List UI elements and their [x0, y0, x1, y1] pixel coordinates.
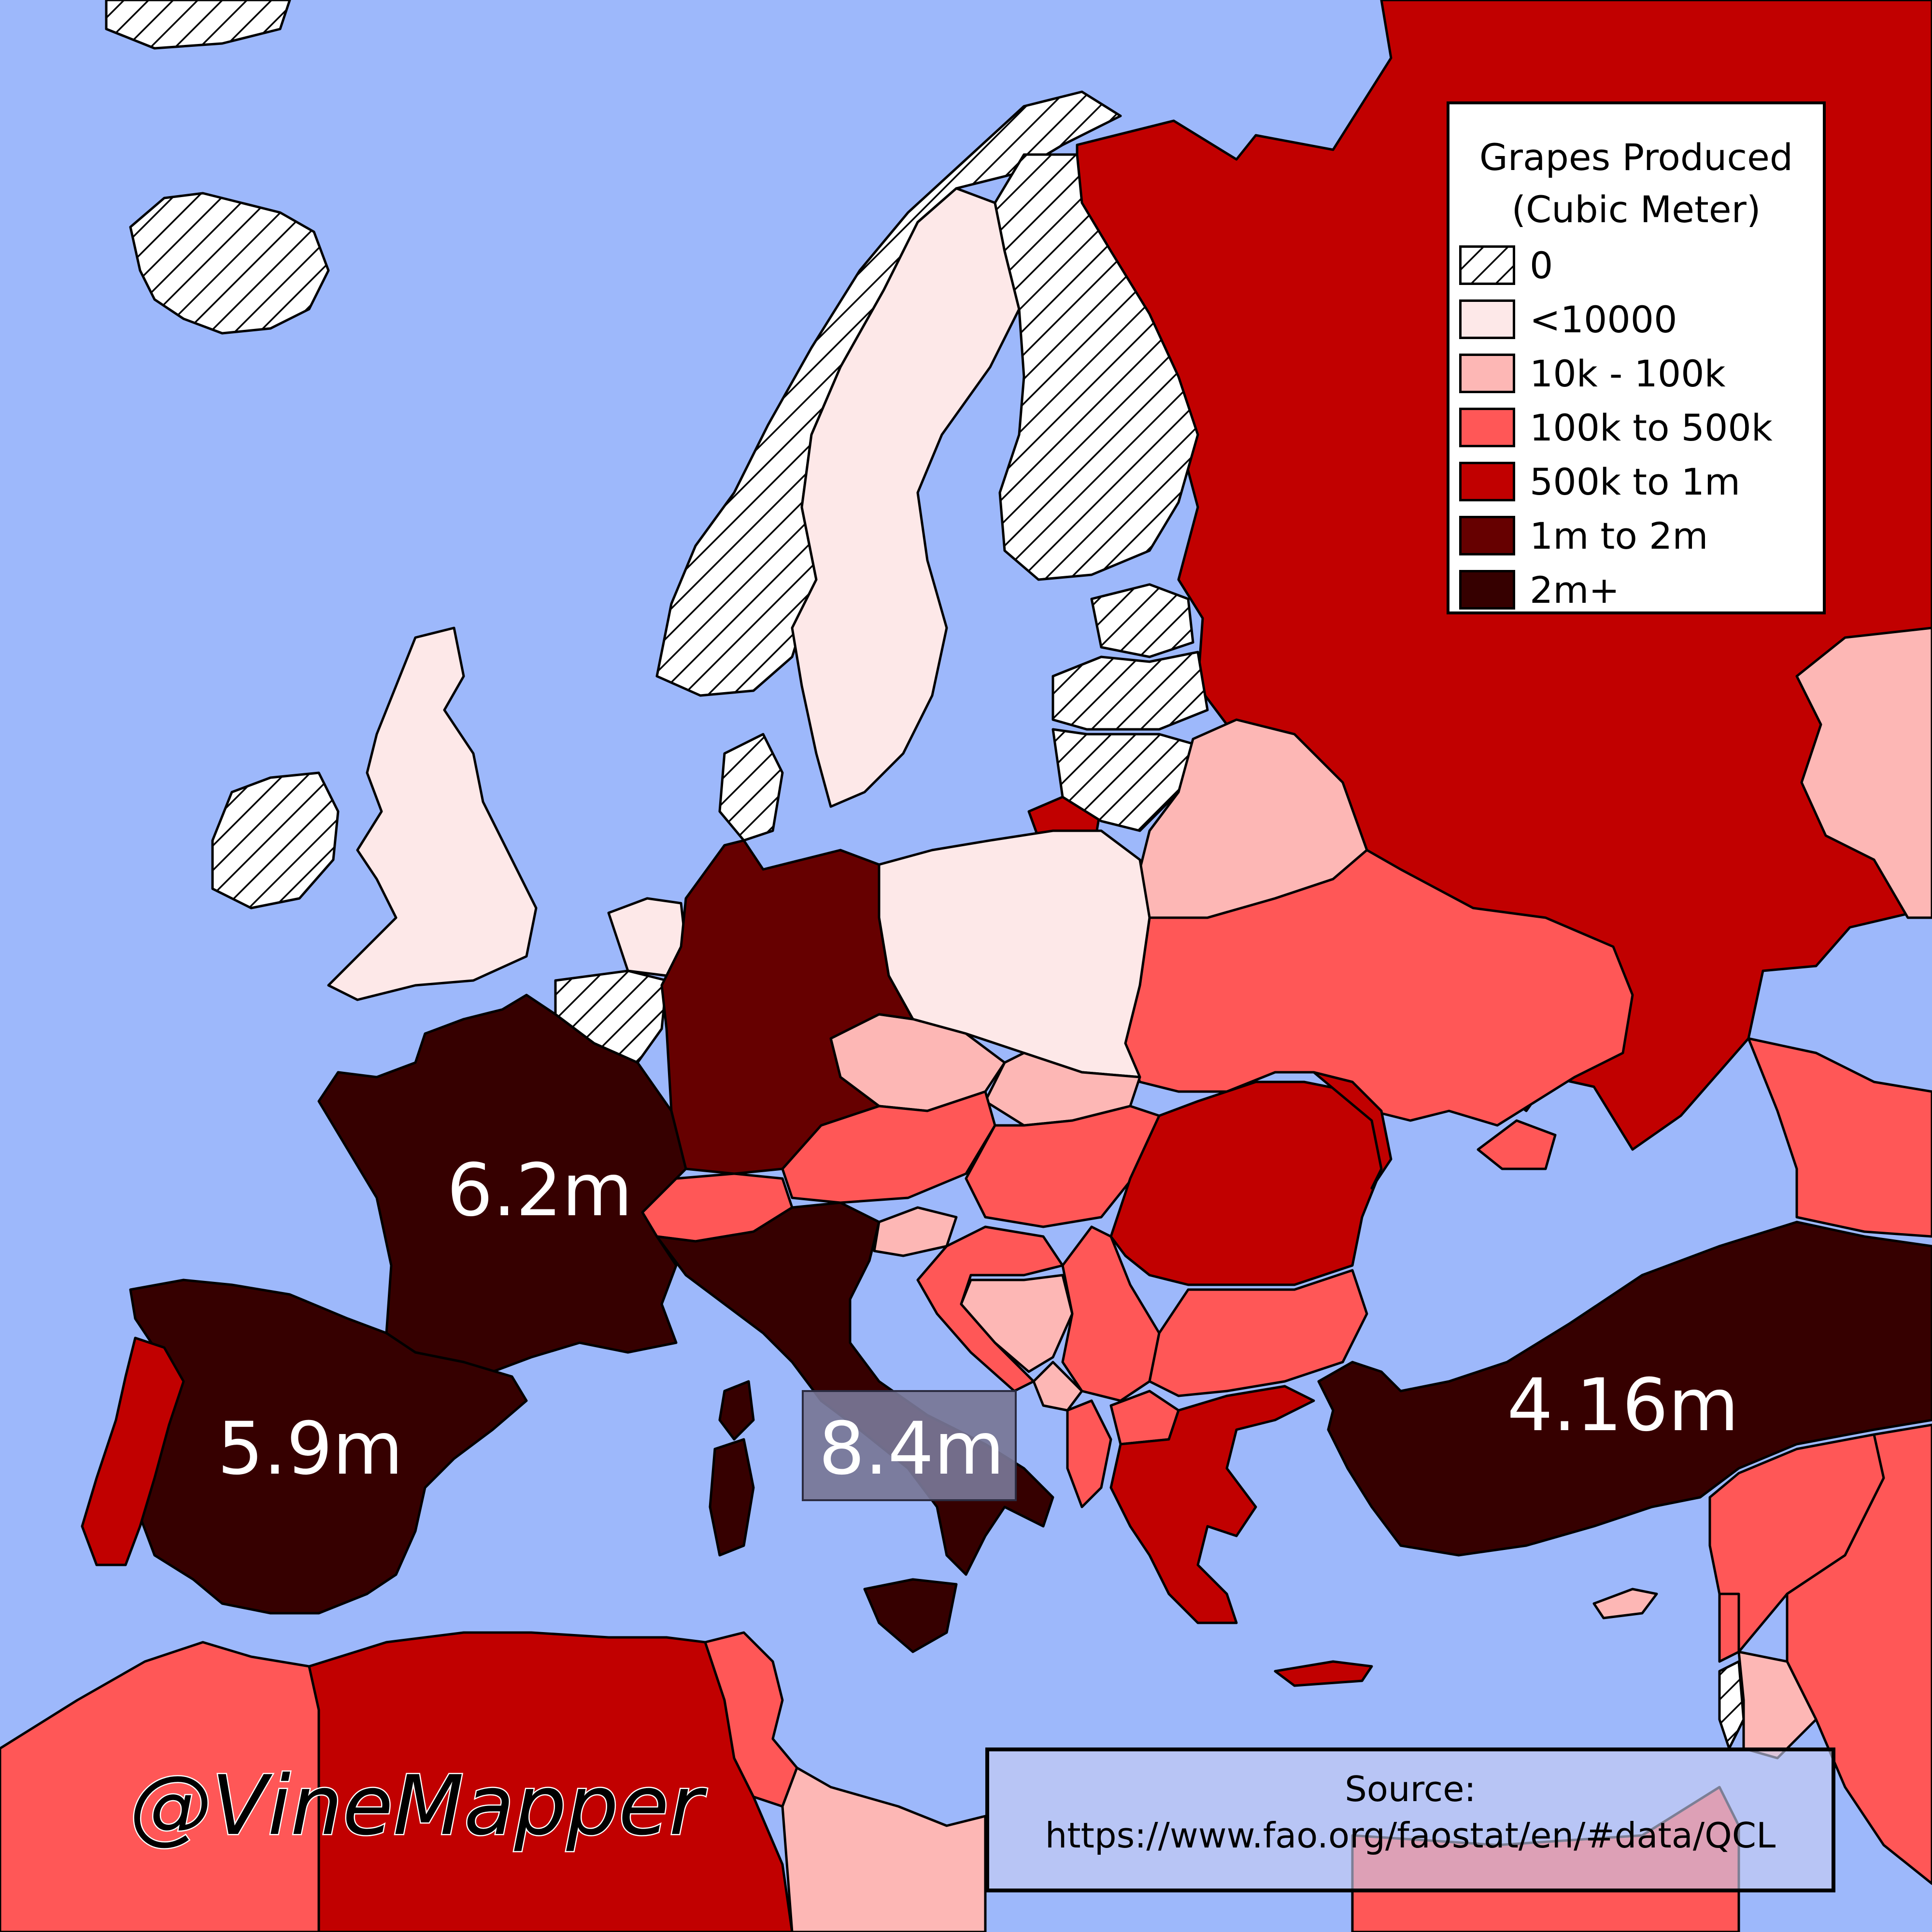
country-denmark[interactable]	[718, 733, 784, 842]
legend-item-3: 100k to 500k	[1459, 401, 1773, 454]
legend-item-1: <10000	[1459, 293, 1677, 346]
legend-label: 2m+	[1530, 568, 1620, 611]
legend: Grapes Produced (Cubic Meter) 0 <10000 1…	[1447, 101, 1826, 614]
source-url[interactable]: https://www.fao.org/faostat/en/#data/QCL	[1045, 1815, 1776, 1856]
country-albania[interactable]	[1066, 1399, 1112, 1508]
country-moldova[interactable]	[1312, 1071, 1392, 1190]
country-lebanon[interactable]	[1718, 1592, 1740, 1663]
legend-label: 10k - 100k	[1530, 352, 1726, 395]
italy-label-box	[802, 1390, 1017, 1501]
legend-swatch	[1459, 516, 1515, 555]
label-turkey: 4.16m	[1507, 1364, 1739, 1448]
legend-title: Grapes Produced (Cubic Meter)	[1449, 131, 1823, 236]
legend-item-0: 0	[1459, 239, 1553, 292]
country-montenegro[interactable]	[1032, 1361, 1083, 1412]
country-georgia-armenia[interactable]	[1747, 1037, 1932, 1238]
legend-swatch	[1459, 462, 1515, 501]
country-iceland[interactable]	[129, 192, 330, 335]
country-ukraine[interactable]	[1124, 849, 1634, 1127]
country-kazakhstan	[1795, 626, 1932, 919]
legend-title-line2: (Cubic Meter)	[1511, 188, 1761, 231]
country-uk[interactable]	[327, 626, 538, 1001]
legend-swatch	[1459, 570, 1515, 610]
watermark: @VineMapper	[128, 1757, 704, 1855]
greenland-edge	[105, 0, 291, 50]
legend-label: 100k to 500k	[1530, 406, 1773, 449]
legend-swatch	[1459, 354, 1515, 393]
legend-item-2: 10k - 100k	[1459, 347, 1726, 400]
country-bulgaria[interactable]	[1148, 1269, 1368, 1397]
legend-label: <10000	[1530, 298, 1677, 341]
label-france: 6.2m	[447, 1149, 633, 1233]
country-france[interactable]	[317, 994, 687, 1373]
sardinia	[709, 1438, 755, 1557]
legend-item-6: 2m+	[1459, 563, 1619, 616]
legend-title-line1: Grapes Produced	[1479, 136, 1793, 179]
country-turkey[interactable]	[1317, 1221, 1932, 1557]
country-ireland[interactable]	[211, 771, 340, 909]
source-heading: Source:	[1345, 1769, 1476, 1809]
corsica	[718, 1380, 755, 1441]
crimea	[1477, 1119, 1557, 1170]
country-israel[interactable]	[1718, 1660, 1745, 1750]
legend-label: 0	[1530, 243, 1553, 287]
country-estonia[interactable]	[1090, 583, 1194, 658]
country-greece[interactable]	[1109, 1385, 1315, 1624]
sicily	[863, 1578, 958, 1653]
source-box: Source: https://www.fao.org/faostat/en/#…	[985, 1747, 1835, 1892]
legend-item-4: 500k to 1m	[1459, 455, 1740, 508]
country-libya[interactable]	[781, 1766, 987, 1932]
country-portugal[interactable]	[81, 1336, 185, 1566]
label-italy: 8.4m	[819, 1407, 1005, 1491]
legend-swatch-hatch	[1459, 245, 1515, 285]
country-finland[interactable]	[994, 153, 1199, 581]
country-latvia[interactable]	[1051, 651, 1209, 731]
country-germany[interactable]	[660, 839, 914, 1175]
legend-swatch	[1459, 408, 1515, 447]
legend-label: 500k to 1m	[1530, 460, 1741, 503]
crete	[1274, 1660, 1373, 1687]
label-spain: 5.9m	[217, 1407, 403, 1491]
country-sweden[interactable]	[791, 187, 1021, 808]
legend-swatch	[1459, 299, 1515, 339]
legend-item-5: 1m to 2m	[1459, 509, 1708, 562]
country-cyprus[interactable]	[1592, 1588, 1658, 1619]
legend-label: 1m to 2m	[1530, 514, 1708, 557]
country-bosnia[interactable]	[960, 1274, 1074, 1373]
